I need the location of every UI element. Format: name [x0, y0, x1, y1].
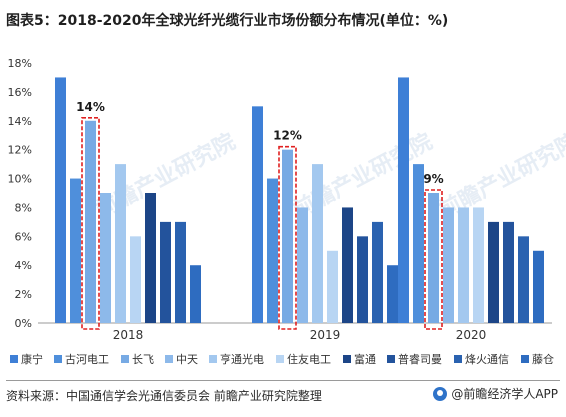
- bar: [327, 250, 338, 323]
- brand-text: @前瞻经济学人APP: [451, 387, 558, 401]
- footer-divider: [6, 380, 560, 381]
- bar: [160, 221, 171, 323]
- legend-swatch: [454, 355, 462, 363]
- bar: [282, 149, 293, 323]
- legend-label: 烽火通信: [465, 353, 509, 366]
- y-tick-label: 10%: [8, 173, 32, 186]
- bar-chart: 前瞻产业研究院 前瞻产业研究院前瞻产业研究院0%2%4%6%8%10%12%14%…: [8, 57, 566, 366]
- bar: [357, 236, 368, 323]
- y-tick-label: 12%: [8, 144, 32, 157]
- bar: [413, 164, 424, 323]
- x-tick-label: 2018: [113, 328, 144, 342]
- bar: [387, 265, 398, 323]
- legend-swatch: [10, 355, 18, 363]
- source-note: 资料来源：中国通信学会光通信委员会 前瞻产业研究院整理: [6, 389, 322, 403]
- bar: [372, 221, 383, 323]
- bar: [297, 207, 308, 323]
- legend-label: 亨通光电: [220, 352, 264, 366]
- data-label: 12%: [273, 129, 302, 143]
- y-tick-label: 18%: [8, 57, 32, 70]
- bar: [428, 193, 439, 323]
- bar: [175, 221, 186, 323]
- highlight-box: [81, 116, 100, 330]
- x-tick-label: 2019: [310, 328, 341, 342]
- legend-swatch: [165, 355, 173, 363]
- bar: [70, 178, 81, 323]
- highlight-box: [278, 145, 297, 330]
- bar: [115, 164, 126, 323]
- data-label: 9%: [423, 172, 443, 186]
- y-tick-label: 0%: [15, 317, 32, 330]
- legend-label: 普睿司曼: [398, 352, 442, 366]
- x-tick-label: 2020: [456, 328, 487, 342]
- bar: [190, 265, 201, 323]
- bar: [503, 221, 514, 323]
- legend-swatch: [209, 355, 217, 363]
- data-label: 14%: [76, 100, 105, 114]
- y-tick-label: 8%: [15, 201, 32, 214]
- bar: [55, 77, 66, 323]
- bar: [533, 250, 544, 323]
- legend-swatch: [121, 355, 129, 363]
- bar: [312, 164, 323, 323]
- watermark-text: 前瞻产业研究院: [434, 129, 566, 224]
- bar: [458, 207, 469, 323]
- legend-label: 中天: [176, 353, 198, 366]
- legend-label: 古河电工: [65, 353, 109, 366]
- legend-label: 藤仓: [532, 352, 554, 366]
- brand-credit: @前瞻经济学人APP: [433, 385, 558, 402]
- y-tick-label: 6%: [15, 230, 32, 243]
- legend-swatch: [387, 355, 395, 363]
- legend-label: 住友电工: [287, 352, 331, 366]
- legend-label: 长飞: [132, 353, 154, 366]
- watermark-text: 前瞻产业研究院: [91, 129, 239, 224]
- page-title: 图表5：2018-2020年全球光纤光缆行业市场份额分布情况(单位：%): [6, 13, 449, 29]
- legend-label: 富通: [354, 352, 376, 366]
- y-tick-label: 16%: [8, 86, 32, 99]
- brand-logo-icon: [433, 386, 448, 401]
- highlight-box: [424, 189, 443, 330]
- bar: [518, 236, 529, 323]
- y-tick-label: 4%: [15, 259, 32, 272]
- bar: [145, 193, 156, 323]
- bar: [85, 120, 96, 324]
- bar: [267, 178, 278, 323]
- bar: [398, 77, 409, 323]
- legend-swatch: [343, 355, 351, 363]
- y-tick-label: 14%: [8, 115, 32, 128]
- bar: [488, 221, 499, 323]
- y-tick-label: 2%: [15, 288, 32, 301]
- legend-swatch: [54, 355, 62, 363]
- bar: [473, 207, 484, 323]
- bar: [252, 106, 263, 323]
- bar: [443, 207, 454, 323]
- legend-swatch: [521, 355, 529, 363]
- bar: [130, 236, 141, 323]
- legend-swatch: [276, 355, 284, 363]
- bar: [342, 207, 353, 323]
- bar: [100, 193, 111, 323]
- legend-label: 康宁: [21, 352, 43, 366]
